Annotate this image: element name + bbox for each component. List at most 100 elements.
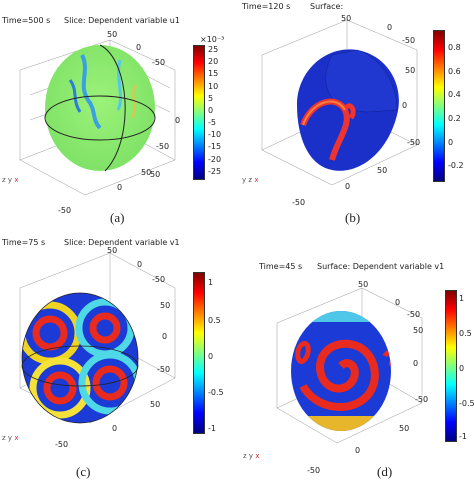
axis-tick: 50	[399, 424, 410, 433]
surface-sphere	[291, 311, 391, 431]
axis-triad: z y x	[2, 176, 18, 184]
axes-box	[276, 287, 423, 444]
colorbar-tick: 0	[459, 364, 465, 373]
time-label: Time=120 s	[242, 2, 291, 11]
caption: (d)	[377, 464, 393, 479]
axis-tick: 0	[175, 116, 181, 125]
colorbar-tick: 0	[208, 352, 214, 361]
colorbar-tick: -0.5	[459, 399, 474, 408]
axes-box	[19, 39, 176, 196]
colorbar-tick: 0	[208, 106, 214, 115]
axis-tick: 0	[137, 260, 143, 269]
axis-tick: 0	[387, 23, 393, 32]
axis-tick: -50	[292, 198, 306, 207]
axis-tick: -50	[55, 440, 69, 449]
plot-title: Surface: Dependent variable v1	[317, 262, 445, 271]
y-axis-label: y	[7, 434, 13, 442]
colorbar-tick: 1	[208, 278, 214, 287]
axis-tick: 0	[112, 424, 118, 433]
axis-tick: 0	[355, 446, 361, 455]
axis-tick: 50	[413, 326, 424, 335]
y-axis-label: y	[7, 176, 13, 184]
axis-tick: 50	[141, 168, 152, 177]
colorbar-tick: 0.5	[208, 316, 221, 325]
slice-sphere	[45, 45, 155, 171]
z-axis-label: z	[2, 434, 6, 442]
x-axis-label: x	[14, 176, 19, 184]
colorbar	[445, 290, 457, 442]
colorbar-tick: 5	[208, 94, 214, 103]
colorbar-tick: 0.4	[448, 90, 461, 99]
axis-tick: -50	[402, 36, 416, 45]
colorbar-tick: 25	[208, 45, 219, 54]
colorbar-tick: 1	[459, 294, 465, 303]
y-axis-label: y	[242, 176, 247, 184]
axis-tick: -50	[156, 142, 170, 151]
time-label: Time=500 s	[2, 16, 51, 25]
axis-tick: -50	[415, 395, 429, 404]
colorbar	[193, 45, 205, 180]
z-axis-label: z	[243, 452, 247, 460]
colorbar-tick: -0.2	[448, 161, 464, 170]
z-axis-label: z	[248, 176, 253, 184]
axis-triad: z y x	[2, 434, 18, 442]
axis-tick: 0	[117, 183, 123, 192]
axis-tick: 50	[150, 400, 161, 409]
axis-tick: 0	[395, 298, 401, 307]
axis-tick: -50	[407, 138, 421, 147]
axes-box	[19, 252, 176, 424]
axis-tick: 50	[377, 166, 388, 175]
colorbar-tick: -1	[208, 424, 216, 433]
colorbar-tick: 10	[208, 82, 219, 91]
axes-box	[261, 19, 418, 186]
axis-tick: 50	[107, 30, 118, 39]
axis-tick: -50	[157, 365, 171, 374]
colorbar-tick: 0.5	[459, 329, 472, 338]
axis-tick: 50	[150, 170, 161, 179]
axis-tick: 0	[345, 182, 351, 191]
caption: (c)	[76, 464, 91, 479]
axis-tick: 50	[341, 14, 352, 23]
caption: (a)	[110, 210, 125, 225]
axis-tick: 50	[405, 66, 416, 75]
colorbar-tick: -25	[208, 167, 222, 176]
colorbar-tick: 0.6	[448, 67, 461, 76]
spiral-sphere	[22, 293, 138, 423]
plot-title: Slice: Dependent variable v1	[64, 238, 180, 247]
colorbar-tick: -10	[208, 130, 222, 139]
caption: (b)	[345, 210, 361, 225]
colorbar-tick: 15	[208, 69, 219, 78]
axis-tick: -50	[307, 466, 321, 475]
colorbar-tick: -5	[208, 118, 216, 127]
colorbar-tick: -15	[208, 142, 222, 151]
time-label: Time=75 s	[2, 238, 46, 247]
axis-tick: 0	[402, 101, 408, 110]
x-axis-label: x	[14, 434, 19, 442]
x-axis-label: x	[254, 176, 259, 184]
colorbar-tick: 0.8	[448, 43, 461, 52]
panel-a: Time=500 s Slice: Dependent variable u1 …	[0, 0, 237, 238]
colorbar-exponent: ×10⁻³	[200, 35, 225, 44]
axis-tick: 0	[162, 332, 168, 341]
plot-title: Surface:	[310, 2, 344, 11]
colorbar-tick: 0.2	[448, 114, 461, 123]
panel-d: Time=45 s Surface: Dependent variable v1…	[237, 238, 474, 484]
y-axis-label: y	[248, 452, 254, 460]
z-axis-label: z	[2, 176, 6, 184]
axis-triad: z y x	[243, 452, 259, 460]
axis-tick: -50	[152, 275, 166, 284]
axis-tick: 0	[413, 359, 419, 368]
x-axis-label: x	[255, 452, 260, 460]
colorbar-tick: 0	[448, 138, 454, 147]
axis-tick: 50	[107, 246, 118, 255]
colorbar-tick: 20	[208, 57, 219, 66]
colorbar-tick: -1	[459, 432, 467, 441]
colorbar-tick: -20	[208, 155, 222, 164]
axis-tick: -50	[58, 206, 72, 215]
colorbar	[433, 30, 445, 182]
colorbar-tick: -0.5	[208, 388, 224, 397]
axis-tick: -50	[152, 58, 166, 67]
panel-c: Time=75 s Slice: Dependent variable v1	[0, 238, 237, 484]
axis-tick: 0	[136, 43, 142, 52]
panel-b: Time=120 s Surface: 50 0 -50 -50 0 50 -5…	[237, 0, 474, 238]
